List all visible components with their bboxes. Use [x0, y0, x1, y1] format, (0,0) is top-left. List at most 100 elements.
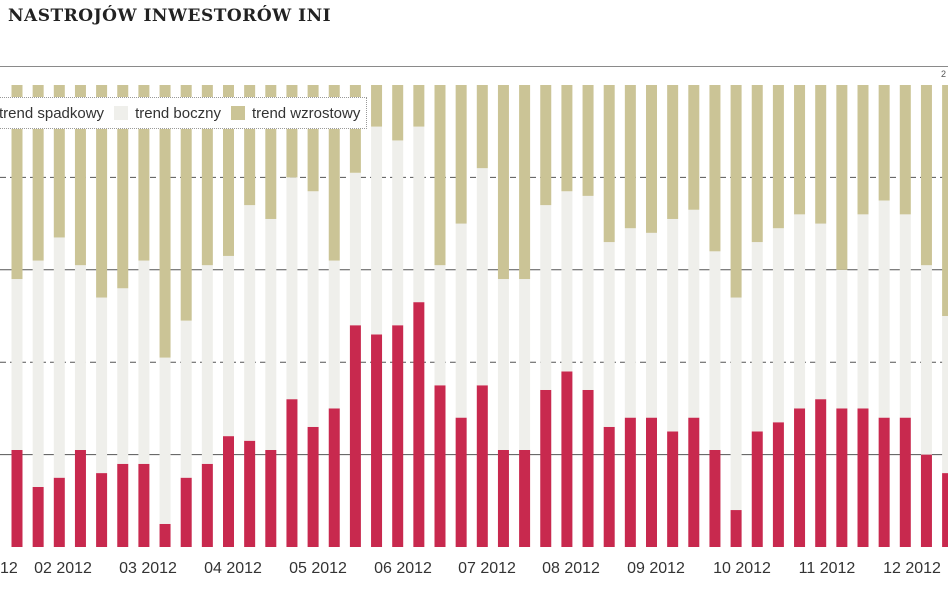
bar-wzrostowy-19	[413, 85, 425, 127]
bar-wzrostowy-29	[624, 85, 636, 229]
bar-wzrostowy-36	[772, 85, 784, 229]
bar-spadkowy-28	[603, 426, 615, 547]
bar-boczny-27	[582, 195, 594, 390]
bar-wzrostowy-28	[603, 85, 615, 243]
bar-boczny-0	[11, 279, 23, 450]
bar-boczny-36	[772, 228, 784, 423]
bar-wzrostowy-2	[53, 85, 65, 238]
bar-spadkowy-15	[328, 408, 340, 547]
bar-spadkowy-30	[646, 417, 657, 547]
bar-boczny-15	[328, 260, 340, 409]
legend-item-wzrostowy: trend wzrostowy	[230, 104, 361, 122]
bar-spadkowy-21	[455, 417, 467, 547]
corner-mark: 2	[940, 69, 946, 79]
x-tick-label-0: 12	[0, 560, 18, 577]
bar-boczny-4	[96, 297, 108, 474]
bar-boczny-3	[74, 265, 86, 450]
bar-boczny-5	[117, 288, 129, 464]
bar-boczny-44	[942, 316, 948, 474]
bar-boczny-10	[223, 255, 234, 437]
bar-spadkowy-5	[117, 463, 129, 547]
x-tick-label-2: 03 2012	[119, 560, 177, 577]
bar-boczny-20	[434, 265, 446, 386]
bar-spadkowy-37	[794, 408, 806, 547]
bar-wzrostowy-9	[201, 85, 213, 266]
bar-boczny-6	[138, 260, 150, 464]
bar-boczny-26	[561, 191, 573, 372]
bar-wzrostowy-30	[646, 85, 657, 233]
bar-boczny-8	[180, 320, 192, 478]
bar-boczny-39	[836, 269, 848, 409]
bar-boczny-1	[32, 260, 44, 487]
legend-swatch-wzrostowy	[230, 106, 245, 120]
bar-boczny-41	[878, 200, 890, 418]
bar-spadkowy-27	[582, 389, 594, 547]
gridlines	[0, 176, 948, 456]
bar-boczny-18	[392, 140, 404, 326]
bar-wzrostowy-0	[11, 85, 23, 280]
bar-wzrostowy-25	[540, 85, 552, 206]
bar-spadkowy-8	[180, 477, 192, 547]
x-tick-label-10: 11 2012	[799, 560, 856, 577]
bar-boczny-22	[476, 168, 488, 386]
chart-title: NASTROJÓW INWESTORÓW INI	[8, 6, 332, 26]
legend-label-wzrostowy: trend wzrostowy	[251, 104, 361, 122]
x-tick-label-8: 09 2012	[627, 560, 685, 577]
bar-spadkowy-18	[392, 325, 404, 547]
bar-spadkowy-31	[667, 431, 679, 547]
bar-spadkowy-26	[561, 371, 573, 547]
bar-wzrostowy-37	[794, 85, 806, 215]
bar-spadkowy-29	[624, 417, 636, 547]
bar-spadkowy-9	[201, 463, 213, 547]
bar-spadkowy-2	[53, 477, 65, 547]
bar-wzrostowy-43	[920, 85, 932, 266]
bar-wzrostowy-14	[307, 85, 319, 192]
bar-spadkowy-35	[751, 431, 763, 547]
bar-spadkowy-10	[223, 436, 234, 547]
bar-wzrostowy-20	[434, 85, 446, 266]
bar-boczny-7	[159, 357, 171, 524]
bar-spadkowy-43	[920, 454, 932, 547]
bar-wzrostowy-4	[96, 85, 108, 298]
bar-wzrostowy-39	[836, 85, 848, 270]
bar-wzrostowy-24	[519, 85, 531, 280]
bar-boczny-16	[349, 172, 361, 326]
bar-spadkowy-42	[899, 417, 911, 547]
bar-spadkowy-6	[138, 463, 150, 547]
legend-item-spadkowy: trend spadkowy	[0, 105, 104, 122]
x-tick-label-7: 08 2012	[542, 560, 600, 577]
bar-spadkowy-40	[857, 408, 869, 547]
bar-wzrostowy-35	[751, 85, 763, 243]
bar-wzrostowy-42	[899, 85, 911, 215]
bar-wzrostowy-40	[857, 85, 869, 215]
x-tick-label-1: 02 2012	[34, 560, 92, 577]
bar-wzrostowy-17	[371, 85, 383, 127]
bar-boczny-2	[53, 237, 65, 478]
bar-spadkowy-39	[836, 408, 848, 547]
bar-spadkowy-1	[32, 486, 44, 547]
bar-spadkowy-24	[519, 449, 531, 547]
bar-boczny-21	[455, 223, 467, 418]
bar-spadkowy-11	[244, 440, 256, 547]
bar-wzrostowy-41	[878, 85, 890, 201]
bar-wzrostowy-12	[265, 85, 277, 219]
bar-boczny-23	[497, 279, 509, 450]
bar-boczny-31	[667, 218, 679, 432]
bar-wzrostowy-27	[582, 85, 594, 196]
bar-spadkowy-19	[413, 302, 425, 547]
bar-spadkowy-12	[265, 449, 277, 547]
bar-spadkowy-41	[878, 417, 890, 547]
bar-boczny-28	[603, 242, 615, 427]
bar-spadkowy-16	[349, 325, 361, 547]
x-tick-label-6: 07 2012	[458, 560, 516, 577]
bar-spadkowy-17	[371, 334, 383, 547]
bar-wzrostowy-21	[455, 85, 467, 224]
bar-boczny-19	[413, 126, 425, 303]
bar-wzrostowy-26	[561, 85, 573, 192]
bar-wzrostowy-33	[709, 85, 721, 252]
bar-spadkowy-7	[159, 523, 171, 547]
bar-boczny-17	[371, 126, 383, 335]
bar-boczny-35	[751, 242, 763, 432]
x-tick-label-4: 05 2012	[289, 560, 347, 577]
bar-wzrostowy-10	[223, 85, 234, 256]
